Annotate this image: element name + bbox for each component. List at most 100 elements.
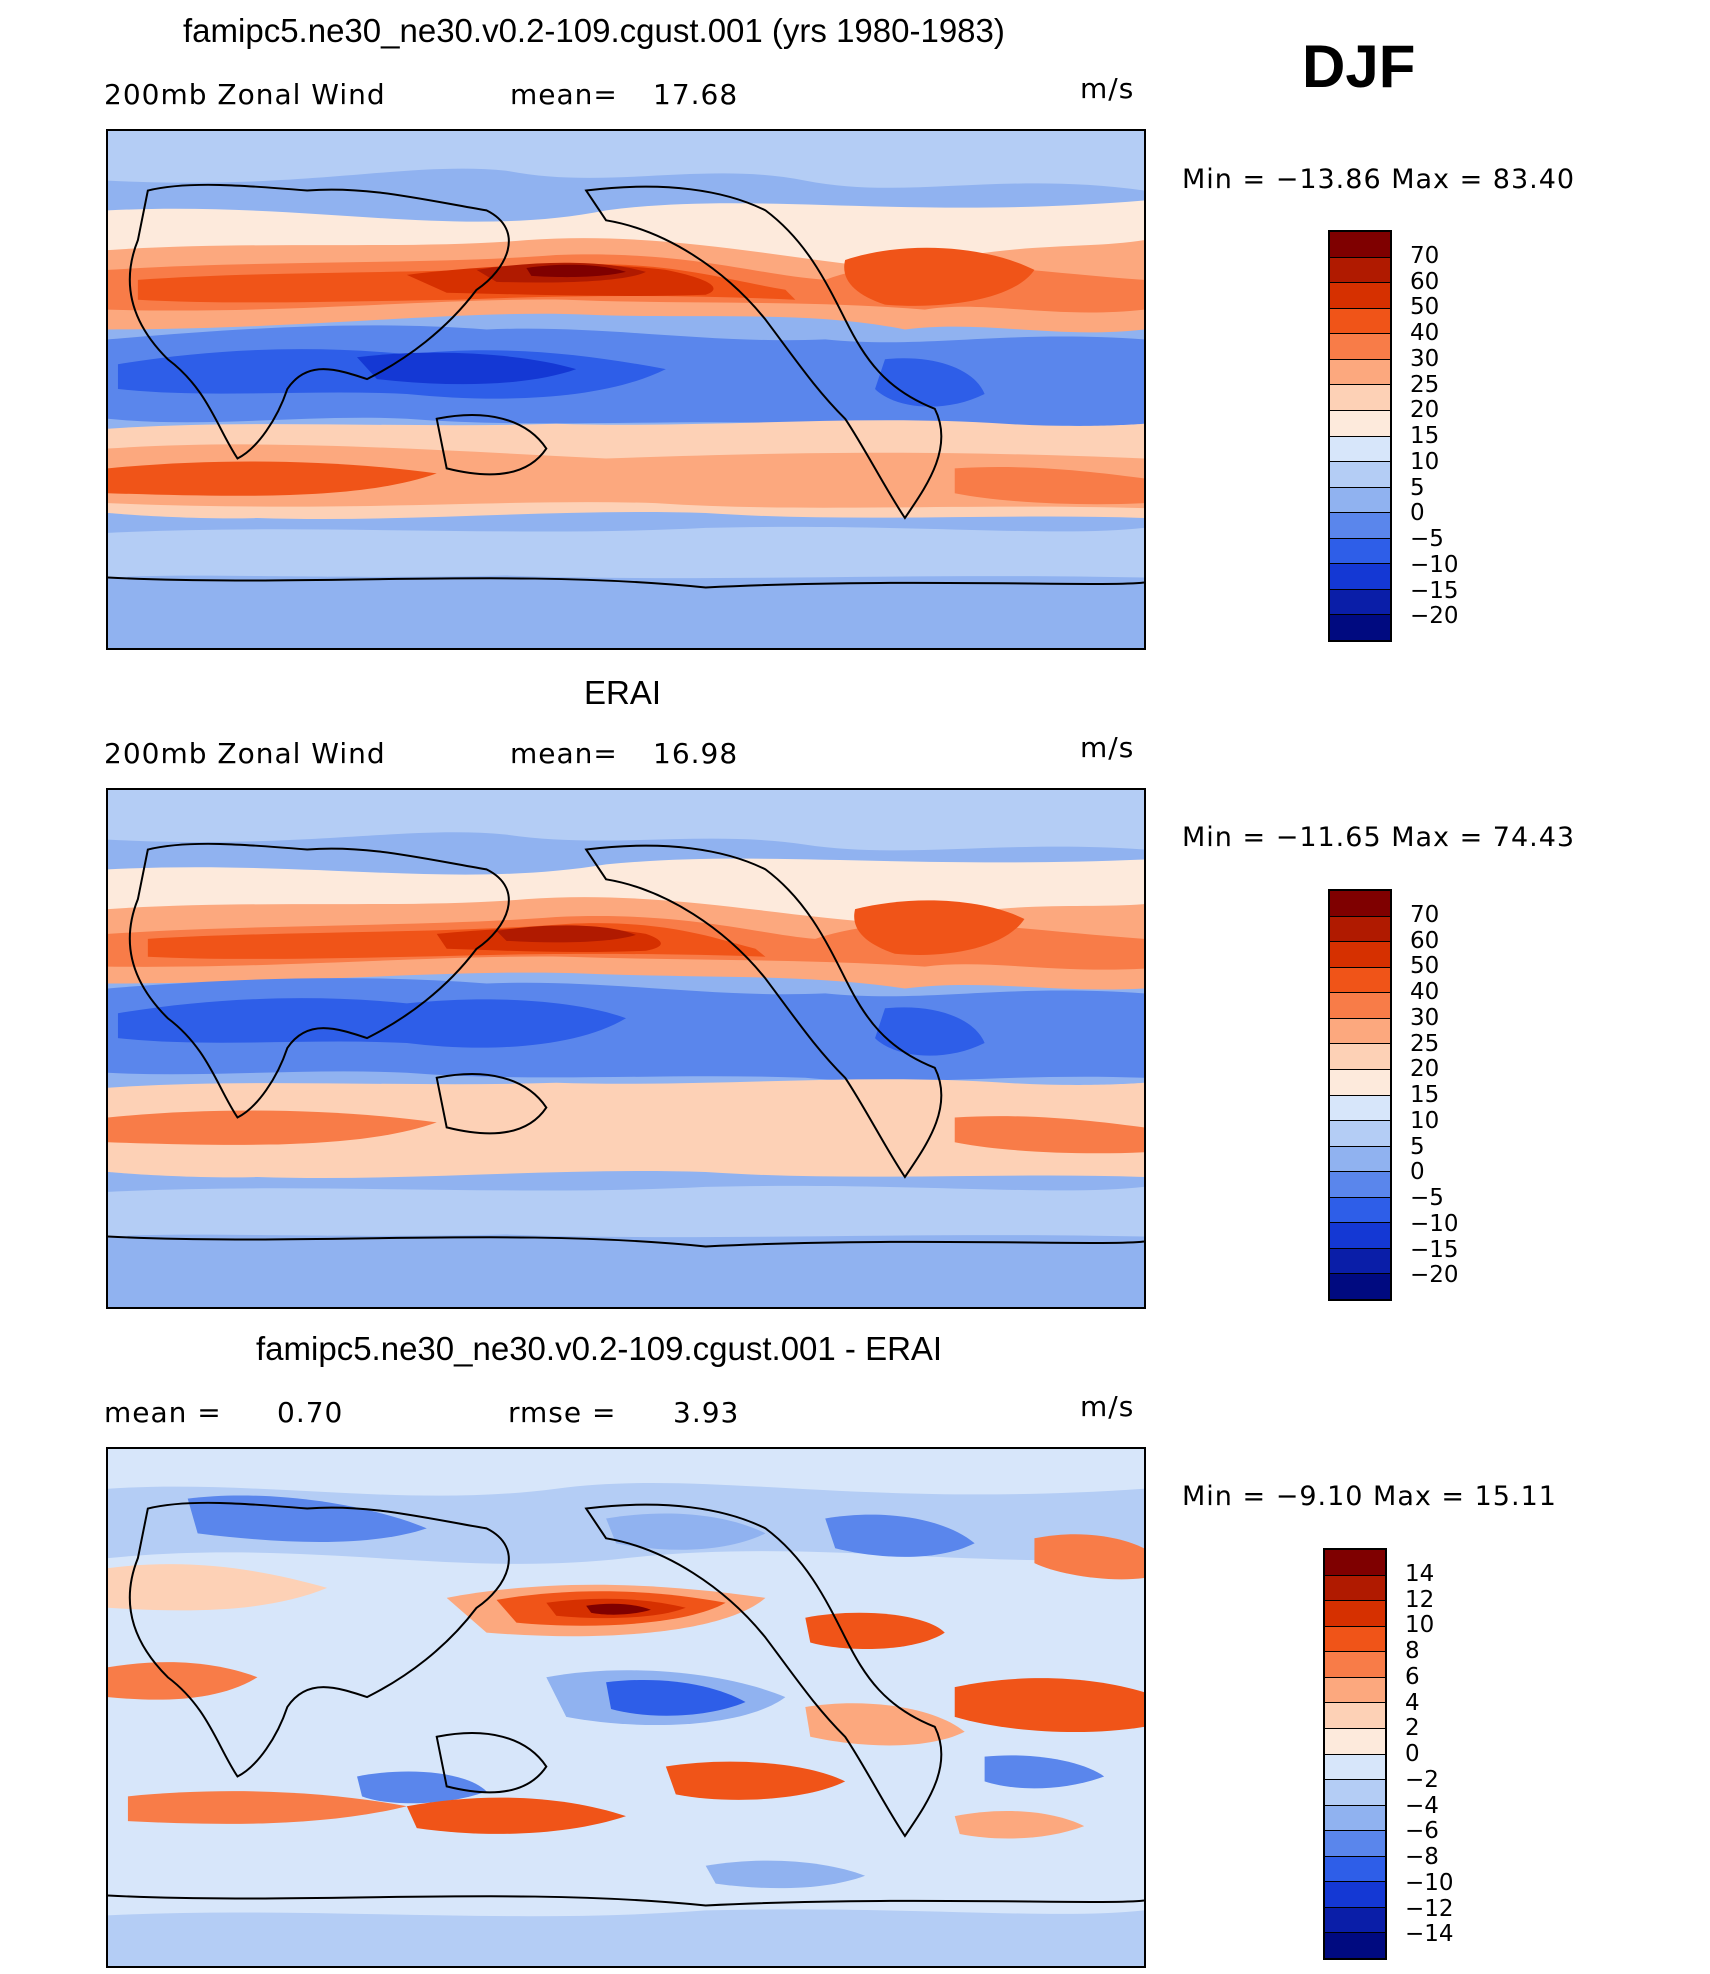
colorbar-cell	[1330, 487, 1390, 514]
panel1-min-max: Min = −13.86 Max = 83.40	[1182, 164, 1576, 195]
panel2-colorbar	[1328, 889, 1392, 1301]
colorbar-cell	[1330, 462, 1390, 488]
colorbar-cell	[1330, 538, 1390, 565]
panel2-map	[106, 788, 1146, 1309]
cb2-tick: 30	[1410, 1004, 1440, 1031]
panel2-min-max: Min = −11.65 Max = 74.43	[1182, 822, 1576, 853]
cb1-tick: 15	[1410, 423, 1440, 449]
cb2-tick: 60	[1410, 927, 1440, 954]
panel1-variable-label: 200mb Zonal Wind	[104, 78, 386, 111]
cb2-tick: 10	[1410, 1107, 1440, 1134]
colorbar-cell	[1330, 513, 1390, 539]
colorbar-cell	[1330, 1095, 1390, 1122]
cb2-tick: −20	[1410, 1262, 1459, 1289]
panel3-colorbar	[1323, 1548, 1387, 1960]
cb2-tick: 5	[1410, 1133, 1425, 1160]
colorbar-cell	[1330, 1069, 1390, 1096]
panel1-units: m/s	[1080, 72, 1135, 105]
colorbar-cell	[1325, 1907, 1385, 1934]
cb2-tick: −5	[1410, 1185, 1444, 1211]
colorbar-cell	[1330, 891, 1390, 917]
colorbar-cell	[1325, 1626, 1385, 1653]
cb1-tick: 40	[1410, 320, 1440, 346]
cb1-tick: 60	[1410, 268, 1440, 295]
colorbar-cell	[1325, 1805, 1385, 1832]
colorbar-cell	[1330, 436, 1390, 463]
colorbar-cell	[1325, 1856, 1385, 1883]
colorbar-cell	[1325, 1933, 1385, 1958]
cb2-tick: 70	[1410, 901, 1440, 928]
cb1-tick: 30	[1410, 345, 1440, 372]
cb3-tick: −12	[1405, 1895, 1454, 1922]
colorbar-cell	[1330, 359, 1390, 386]
cb3-tick: −10	[1405, 1869, 1454, 1896]
colorbar-cell	[1330, 232, 1390, 258]
panel3-min-max: Min = −9.10 Max = 15.11	[1182, 1481, 1557, 1512]
colorbar-cell	[1330, 942, 1390, 968]
cb2-tick: 25	[1410, 1030, 1440, 1057]
colorbar-cell	[1325, 1728, 1385, 1755]
cb1-tick: −10	[1410, 551, 1459, 578]
colorbar-cell	[1325, 1780, 1385, 1806]
colorbar-cell	[1325, 1703, 1385, 1729]
panel2-units: m/s	[1080, 731, 1135, 764]
cb3-tick: −6	[1405, 1818, 1439, 1845]
panel1-mean-value: 17.68	[653, 78, 739, 111]
colorbar-cell	[1330, 993, 1390, 1019]
panel2-variable-label: 200mb Zonal Wind	[104, 737, 386, 770]
panel1-title: famipc5.ne30_ne30.v0.2-109.cgust.001 (yr…	[183, 12, 1005, 49]
colorbar-cell	[1330, 967, 1390, 994]
colorbar-cell	[1330, 410, 1390, 437]
cb3-tick: −8	[1405, 1844, 1439, 1870]
panel1-mean-label: mean=	[510, 78, 618, 111]
panel3-rmse-label: rmse =	[508, 1396, 617, 1429]
cb3-tick: 2	[1405, 1715, 1420, 1742]
cb1-tick: −15	[1410, 577, 1459, 604]
cb3-tick: −4	[1405, 1792, 1439, 1819]
colorbar-cell	[1325, 1831, 1385, 1857]
cb3-tick: 8	[1405, 1638, 1420, 1664]
colorbar-cell	[1325, 1882, 1385, 1908]
panel3-mean-label: mean =	[104, 1396, 222, 1429]
colorbar-cell	[1330, 1172, 1390, 1198]
panel3-mean-value: 0.70	[277, 1396, 344, 1429]
colorbar-cell	[1325, 1550, 1385, 1576]
cb1-tick: 25	[1410, 371, 1440, 398]
cb3-tick: 10	[1405, 1612, 1435, 1639]
colorbar-cell	[1325, 1652, 1385, 1678]
colorbar-cell	[1330, 589, 1390, 616]
panel1-colorbar	[1328, 230, 1392, 642]
cb1-tick: 5	[1410, 474, 1425, 501]
cb3-tick: 0	[1405, 1741, 1420, 1767]
cb2-tick: 50	[1410, 953, 1440, 980]
cb2-tick: 15	[1410, 1082, 1440, 1108]
colorbar-cell	[1330, 916, 1390, 943]
cb3-tick: −2	[1405, 1766, 1439, 1793]
cb1-tick: −5	[1410, 526, 1444, 552]
cb1-tick: 0	[1410, 500, 1425, 527]
colorbar-cell	[1330, 1121, 1390, 1147]
colorbar-cell	[1330, 308, 1390, 335]
colorbar-cell	[1330, 1274, 1390, 1299]
cb1-tick: 70	[1410, 242, 1440, 269]
panel3-units: m/s	[1080, 1390, 1135, 1423]
colorbar-cell	[1330, 1018, 1390, 1045]
cb3-tick: −14	[1405, 1921, 1454, 1948]
cb1-tick: 10	[1410, 448, 1440, 475]
cb1-tick: 20	[1410, 397, 1440, 424]
colorbar-cell	[1330, 1044, 1390, 1070]
panel2-mean-value: 16.98	[653, 737, 739, 770]
colorbar-cell	[1325, 1601, 1385, 1627]
panel1-map	[106, 129, 1146, 650]
colorbar-cell	[1330, 615, 1390, 640]
cb3-tick: 6	[1405, 1663, 1420, 1690]
cb2-tick: −10	[1410, 1210, 1459, 1237]
colorbar-cell	[1325, 1575, 1385, 1602]
cb3-tick: 14	[1405, 1560, 1435, 1587]
colorbar-cell	[1330, 564, 1390, 590]
cb2-tick: 40	[1410, 979, 1440, 1005]
colorbar-cell	[1330, 385, 1390, 411]
panel3-rmse-value: 3.93	[673, 1396, 740, 1429]
colorbar-cell	[1330, 334, 1390, 360]
cb2-tick: 20	[1410, 1056, 1440, 1083]
